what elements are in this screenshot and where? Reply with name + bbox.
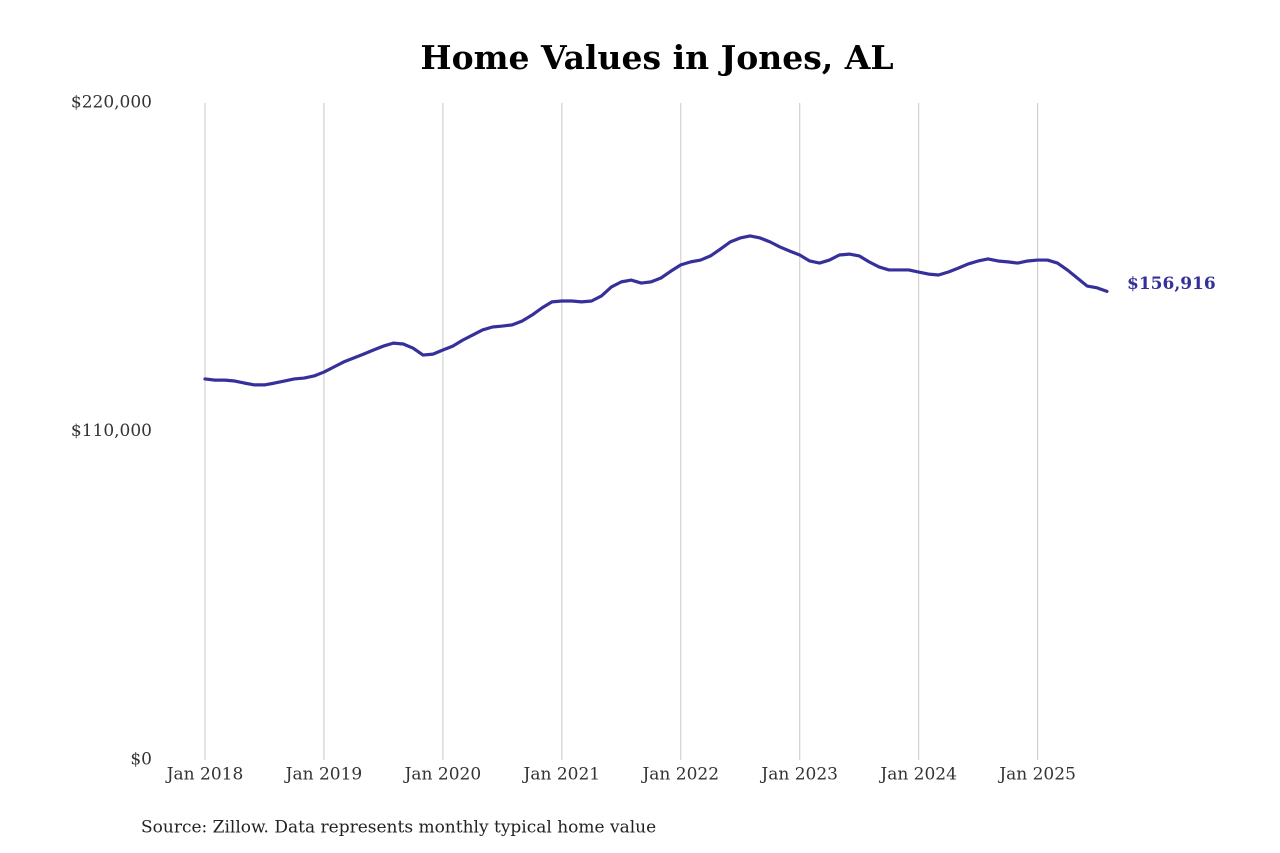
x-tick-label: Jan 2025 <box>997 765 1076 785</box>
chart-title: Home Values in Jones, AL <box>420 38 893 77</box>
x-tick-label: Jan 2019 <box>284 765 363 785</box>
x-tick-label: Jan 2020 <box>403 765 482 785</box>
y-tick-label: $110,000 <box>71 421 152 441</box>
x-tick-label: Jan 2022 <box>640 765 719 785</box>
y-tick-label: $0 <box>130 750 152 770</box>
x-tick-label: Jan 2024 <box>878 765 957 785</box>
x-tick-label: Jan 2023 <box>759 765 838 785</box>
x-tick-label: Jan 2018 <box>165 765 244 785</box>
line-series <box>203 234 1109 387</box>
source-note: Source: Zillow. Data represents monthly … <box>141 818 656 838</box>
value-label: $156,916 <box>1127 274 1216 294</box>
y-tick-label: $220,000 <box>71 93 152 113</box>
x-tick-label: Jan 2021 <box>522 765 601 785</box>
